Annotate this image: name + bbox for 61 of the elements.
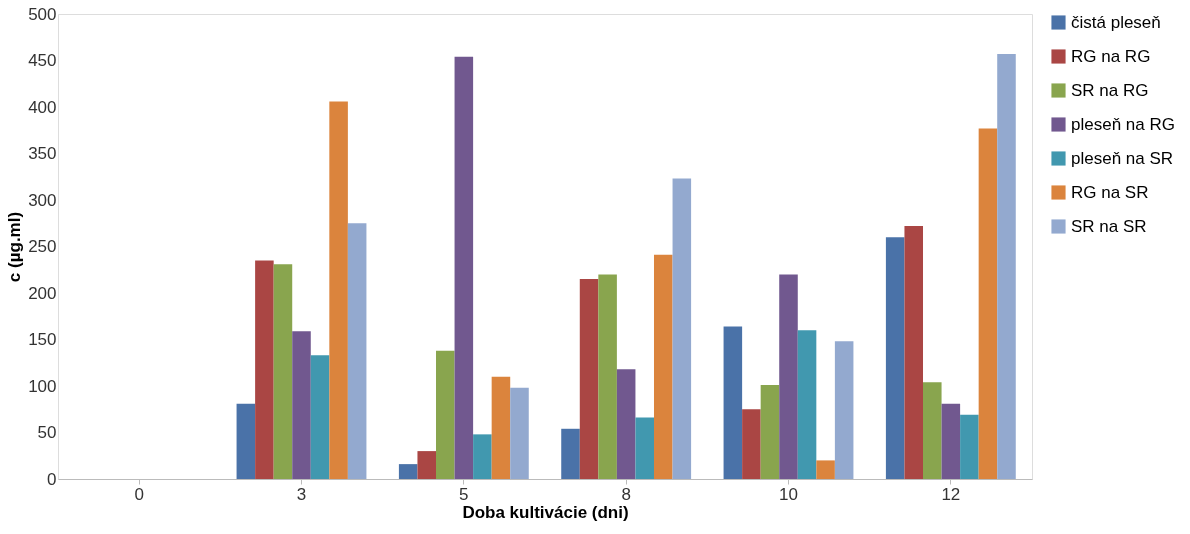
legend-label: pleseň na RG — [1071, 114, 1175, 134]
bar — [723, 326, 743, 479]
bar — [885, 237, 905, 479]
bar — [598, 274, 617, 479]
x-tick-label: 3 — [296, 484, 307, 504]
bar — [347, 223, 367, 479]
y-tick-label: 300 — [28, 190, 57, 210]
y-tick-label: 500 — [28, 4, 57, 24]
x-tick-label: 10 — [779, 484, 798, 504]
bar — [417, 451, 436, 479]
bar — [904, 226, 923, 479]
bar — [436, 350, 455, 479]
x-axis-title: Doba kultivácie (dni) — [462, 502, 629, 522]
bar — [978, 128, 998, 479]
bar — [779, 274, 798, 479]
bar — [760, 385, 780, 479]
bar — [654, 254, 673, 479]
bar — [941, 403, 961, 479]
y-tick-label: 450 — [28, 51, 57, 70]
y-tick-label: 150 — [28, 330, 57, 349]
y-tick-label: 250 — [28, 237, 57, 256]
bar — [491, 376, 511, 479]
bar — [797, 330, 817, 479]
x-tick-label: 8 — [621, 484, 631, 504]
bar — [960, 414, 979, 479]
bar — [834, 341, 854, 479]
legend-label: pleseň na SR — [1071, 148, 1174, 168]
x-tick-label: 0 — [134, 484, 144, 504]
bar — [579, 279, 599, 479]
y-axis-title: c (µg.ml) — [5, 211, 25, 283]
y-tick-label: 200 — [28, 283, 57, 303]
y-tick-label: 100 — [28, 376, 57, 396]
bar — [236, 403, 256, 479]
bar — [398, 464, 418, 479]
bar — [672, 178, 692, 479]
bar — [454, 56, 474, 479]
y-tick-label: 350 — [28, 144, 57, 163]
y-tick-label: 0 — [47, 469, 57, 489]
y-tick-label: 400 — [28, 97, 57, 117]
bar — [310, 355, 330, 479]
bar — [616, 369, 636, 479]
bar — [510, 387, 529, 479]
legend-label: SR na RG — [1071, 80, 1149, 100]
bar — [473, 434, 492, 479]
x-tick-label: 12 — [941, 484, 961, 504]
legend-label: RG na RG — [1071, 46, 1151, 66]
bar — [742, 409, 761, 479]
legend-label: RG na SR — [1071, 182, 1149, 202]
x-tick-label: 5 — [459, 484, 469, 504]
bar — [292, 331, 311, 479]
y-tick-label: 50 — [37, 423, 57, 442]
legend-label: SR na SR — [1071, 216, 1147, 236]
legend-label: čistá pleseň — [1071, 12, 1161, 32]
bar — [561, 428, 580, 479]
bar — [635, 417, 654, 479]
bar — [273, 264, 293, 479]
bar — [923, 382, 942, 479]
bar — [329, 101, 348, 479]
bar — [997, 53, 1016, 479]
bar — [816, 460, 835, 479]
bar — [255, 260, 274, 479]
